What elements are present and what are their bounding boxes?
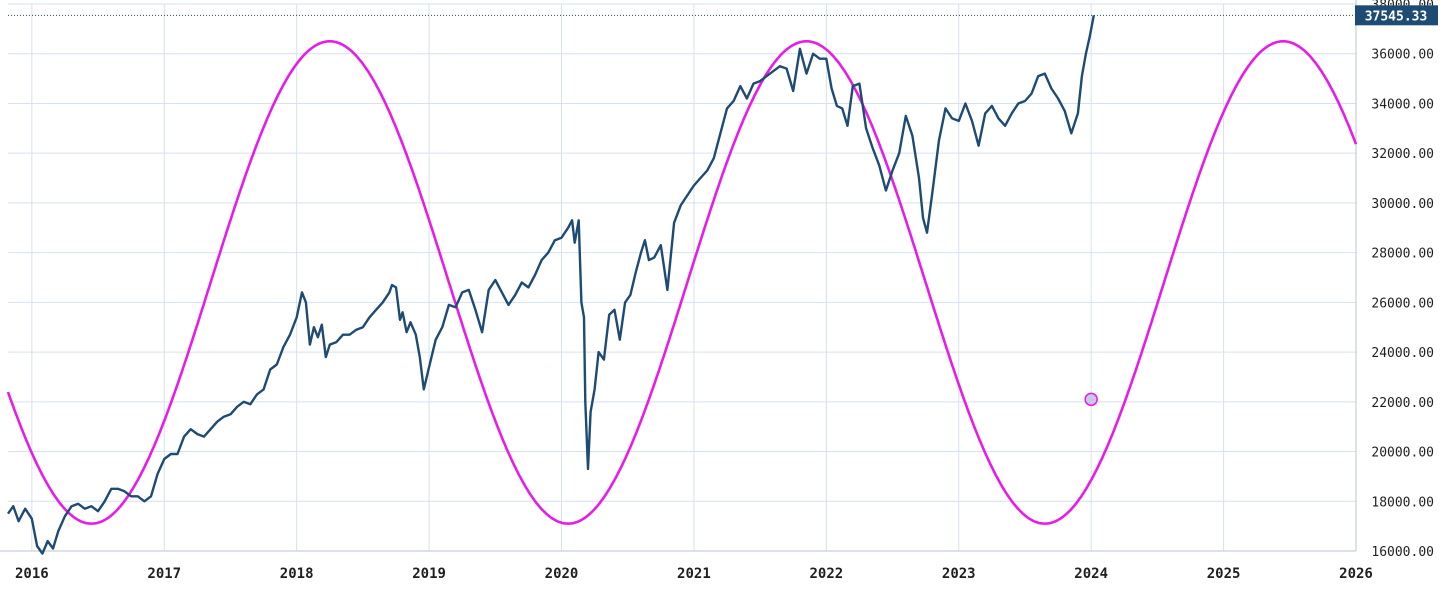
- x-axis: 2016 2017 2018 2019 2020 2021 2022 2023 2024 2025…: [0, 550, 1373, 582]
- y-tick-label: 24000.00: [1371, 346, 1434, 361]
- x-tick-label: 2018: [280, 566, 314, 582]
- grid: [8, 3, 1357, 552]
- y-tick-label: 16000.00: [1371, 545, 1434, 560]
- y-tick-label: 32000.00: [1371, 147, 1434, 162]
- cycle-marker-point: [1084, 392, 1098, 407]
- x-tick-label: 2020: [545, 566, 579, 582]
- x-tick-label: 2023: [942, 566, 976, 582]
- x-tick-label: 2022: [809, 566, 843, 582]
- x-tick-label: 2019: [412, 566, 446, 582]
- x-tick-label: 2016: [15, 566, 49, 582]
- y-tick-label: 28000.00: [1371, 247, 1434, 262]
- last-price-label: 37545.33: [1365, 9, 1428, 24]
- y-tick-label: 34000.00: [1371, 97, 1434, 112]
- y-tick-label: 30000.00: [1371, 197, 1434, 212]
- cycle-series-line: [6, 40, 1358, 525]
- x-tick-label: 2026: [1339, 566, 1373, 582]
- y-tick-label: 36000.00: [1371, 48, 1434, 63]
- x-tick-label: 2024: [1074, 566, 1108, 582]
- x-tick-label: 2017: [147, 566, 181, 582]
- x-tick-label: 2021: [677, 566, 711, 582]
- y-tick-label: 22000.00: [1371, 396, 1434, 411]
- last-price-tag: 37545.33: [1355, 5, 1438, 26]
- series-layer: [6, 15, 1358, 555]
- overlay-layer: 37545.33: [8, 5, 1438, 407]
- x-tick-label: 2025: [1207, 566, 1241, 582]
- last-price-tag-box: [1355, 5, 1438, 26]
- y-tick-label: 18000.00: [1371, 495, 1434, 510]
- price-series-line: [7, 15, 1095, 555]
- y-axis: 16000.00 18000.00 20000.00 22000.00 24000.00…: [1355, 0, 1434, 560]
- y-tick-label: 26000.00: [1371, 296, 1434, 311]
- y-tick-label: 20000.00: [1371, 446, 1434, 461]
